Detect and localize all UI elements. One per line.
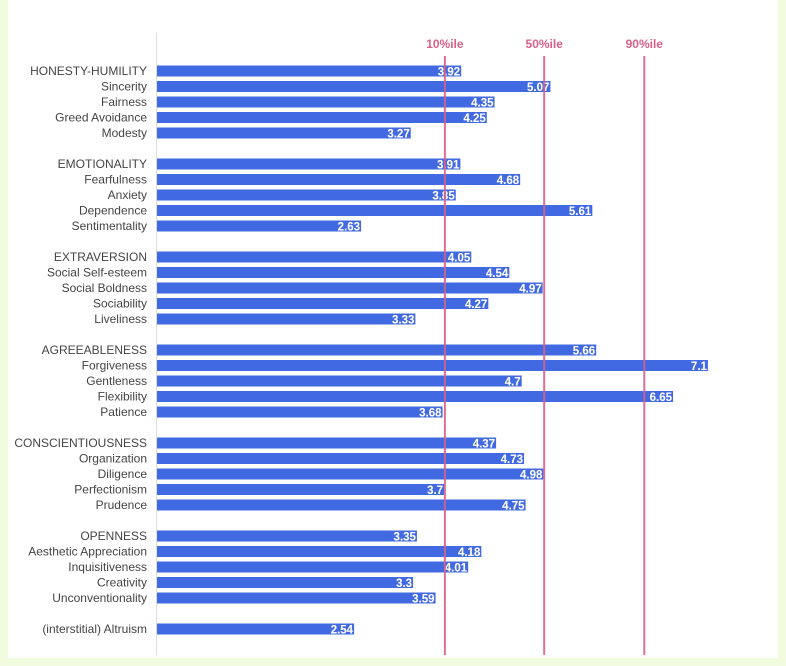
bar xyxy=(157,189,456,201)
bar-value-label: 5.66 xyxy=(573,346,595,358)
category-label: Dependence xyxy=(79,204,147,218)
category-label: CONSCIENTIOUSNESS xyxy=(14,436,147,450)
category-label: Patience xyxy=(100,405,147,419)
bar-value-label: 4.73 xyxy=(501,454,523,466)
category-label: EMOTIONALITY xyxy=(58,157,147,171)
bar xyxy=(157,360,708,371)
category-label: Unconventionality xyxy=(52,591,147,605)
category-label: EXTRAVERSION xyxy=(54,250,147,264)
bar xyxy=(157,174,521,185)
category-label: Social Boldness xyxy=(62,281,147,295)
bar-value-label: 4.37 xyxy=(473,439,495,451)
category-label: AGREEABLENESS xyxy=(42,343,147,357)
category-label: Sociability xyxy=(93,297,147,311)
category-label: Inquisitiveness xyxy=(68,560,147,574)
bar-value-label: 4.68 xyxy=(497,175,520,187)
category-label: Greed Avoidance xyxy=(55,111,147,125)
category-label: Prudence xyxy=(96,498,148,512)
bar xyxy=(157,592,436,604)
reference-line-label: 90%ile xyxy=(626,37,664,51)
category-label: Forgiveness xyxy=(82,359,147,373)
reference-line-label: 10%ile xyxy=(426,37,464,51)
bar-value-label: 3.33 xyxy=(392,315,414,327)
category-label: Organization xyxy=(79,452,147,466)
bar-value-label: 4.18 xyxy=(458,547,481,559)
bar xyxy=(157,251,472,263)
bar-value-label: 3.91 xyxy=(437,160,460,172)
bar-value-label: 3.7 xyxy=(427,485,443,497)
bar xyxy=(157,530,417,542)
bar-value-label: 3.3 xyxy=(396,578,412,590)
bar xyxy=(157,391,674,402)
bar xyxy=(157,453,525,464)
bar xyxy=(157,205,593,216)
bar xyxy=(157,468,544,480)
bar-value-label: 3.59 xyxy=(412,594,434,606)
bar-value-label: 6.65 xyxy=(650,392,673,404)
bar-value-label: 4.7 xyxy=(505,377,521,389)
bar-value-label: 5.61 xyxy=(569,206,592,218)
category-label: Creativity xyxy=(97,576,147,590)
bar xyxy=(157,375,522,387)
category-label: Fearfulness xyxy=(84,173,147,187)
bar xyxy=(157,344,597,356)
category-label: Modesty xyxy=(102,126,147,140)
bar-value-label: 5.07 xyxy=(527,82,549,94)
bar xyxy=(157,96,495,108)
bar xyxy=(157,561,469,573)
bar-value-label: 3.68 xyxy=(419,408,442,420)
category-label: OPENNESS xyxy=(80,529,147,543)
bar-value-label: 4.25 xyxy=(463,113,486,125)
category-label: Flexibility xyxy=(98,390,147,404)
category-label: Sentimentality xyxy=(72,219,147,233)
bar-value-label: 4.54 xyxy=(486,268,509,280)
bar xyxy=(157,437,497,449)
category-label: Aesthetic Appreciation xyxy=(28,545,147,559)
bar-value-label: 4.05 xyxy=(448,253,471,265)
bar xyxy=(157,267,510,278)
bar xyxy=(157,81,551,92)
bar-value-label: 2.54 xyxy=(331,625,354,637)
category-label: Perfectionism xyxy=(74,483,147,497)
bar-value-label: 3.27 xyxy=(387,129,409,141)
bar xyxy=(157,65,462,77)
bar xyxy=(157,298,489,309)
bar-value-label: 3.35 xyxy=(394,532,417,544)
category-label: (interstitial) Altruism xyxy=(42,622,147,636)
bar xyxy=(157,220,362,232)
category-label: Liveliness xyxy=(94,312,147,326)
category-label: HONESTY-HUMILITY xyxy=(30,64,147,78)
bar-value-label: 4.27 xyxy=(465,299,487,311)
category-label: Fairness xyxy=(101,95,147,109)
bar-value-label: 4.97 xyxy=(519,284,541,296)
bar xyxy=(157,623,355,635)
category-label: Anxiety xyxy=(108,188,147,202)
bar xyxy=(157,546,482,557)
bar-value-label: 2.63 xyxy=(338,222,360,234)
category-label: Gentleness xyxy=(86,374,147,388)
bar xyxy=(157,313,416,325)
category-label: Social Self-esteem xyxy=(47,266,147,280)
category-label: Sincerity xyxy=(101,80,147,94)
category-label: Diligence xyxy=(98,467,148,481)
bar xyxy=(157,484,445,495)
bar xyxy=(157,406,443,418)
bar xyxy=(157,127,411,139)
bar xyxy=(157,158,461,170)
bar-value-label: 4.75 xyxy=(502,501,525,513)
bar xyxy=(157,112,487,123)
bar-value-label: 7.1 xyxy=(691,361,708,373)
bar-value-label: 4.01 xyxy=(445,563,468,575)
bar-value-label: 4.35 xyxy=(471,98,494,110)
bar-value-label: 4.98 xyxy=(520,470,543,482)
bar-value-label: 3.92 xyxy=(438,67,460,79)
reference-line-label: 50%ile xyxy=(526,37,564,51)
bar xyxy=(157,282,543,294)
bar-value-label: 3.85 xyxy=(432,191,455,203)
bar xyxy=(157,577,414,588)
bar xyxy=(157,499,526,511)
